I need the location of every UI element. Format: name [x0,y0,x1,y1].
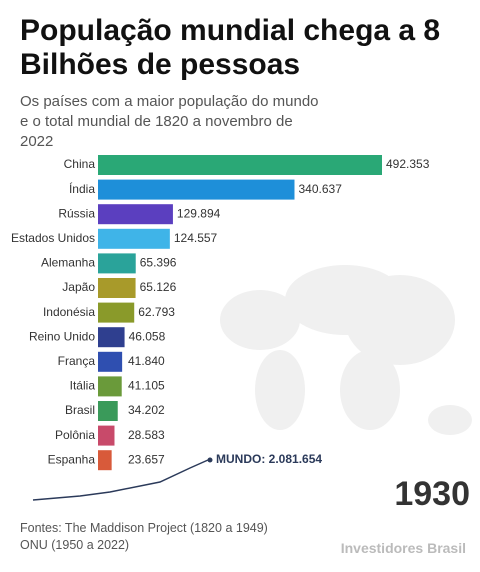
annotation: MUNDO: 2.081.654 [216,452,322,466]
category-label: Brasil [65,403,95,417]
value-label: 28.583 [128,428,165,442]
value-label: 62.793 [138,305,175,319]
value-label: 340.637 [298,182,342,196]
value-label: 23.657 [128,452,165,466]
value-label: 129.894 [177,206,221,220]
bar [98,425,115,446]
category-label: Japão [62,280,95,294]
bar [98,450,112,471]
bar [98,155,382,175]
category-label: Alemanha [41,256,95,270]
value-label: 46.058 [129,329,166,343]
chart-title: População mundial chega a 8 Bilhões de p… [20,14,441,81]
watermark: Investidores Brasil [340,540,466,556]
source-line: Fontes: The Maddison Project (1820 a 194… [20,521,268,535]
category-label: Itália [70,379,96,393]
year-label: 1930 [394,475,470,513]
sources: Fontes: The Maddison Project (1820 a 194… [20,520,268,554]
value-label: 41.840 [128,354,165,368]
category-label: Índia [69,181,95,196]
bar [98,179,295,200]
value-label: 492.353 [386,157,430,171]
bar [98,327,125,348]
chart-subtitle: Os países com a maior população do mundo… [20,93,319,150]
value-label: 41.105 [128,379,165,393]
value-label: 124.557 [174,231,218,245]
bar [98,376,122,397]
bar [98,204,173,225]
world-trend-line [32,459,209,501]
category-label: França [58,354,96,368]
category-label: Indonésia [43,305,95,319]
category-label: Espanha [48,452,96,466]
bar [98,253,136,274]
source-line: ONU (1950 a 2022) [20,538,130,552]
category-label: Estados Unidos [11,231,95,245]
bar [98,351,123,372]
world-map [220,265,472,435]
bar [98,302,135,323]
value-label: 65.396 [140,256,177,270]
bar [98,228,170,249]
value-label: 65.126 [140,280,177,294]
bar [98,401,118,421]
bar [98,278,136,298]
category-label: Polônia [55,428,95,442]
category-label: Rússia [58,206,95,220]
category-label: China [64,157,96,171]
world-trend-dot [207,457,213,463]
category-label: Reino Unido [29,329,95,343]
value-label: 34.202 [128,403,165,417]
